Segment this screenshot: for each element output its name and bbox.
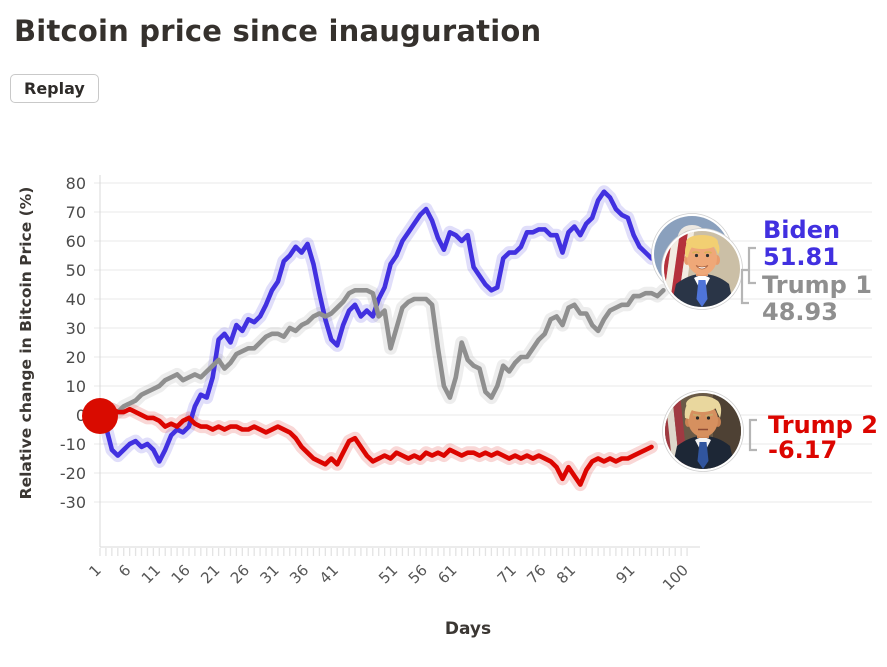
y-tick-label: 10 [66,377,86,396]
x-tick-label: 11 [138,561,164,587]
x-tick-label: 26 [227,561,253,587]
x-tick-label: 100 [659,561,692,594]
x-tick-label: 36 [286,561,312,587]
x-tick-label: 61 [434,561,460,587]
y-tick-label: 40 [66,290,86,309]
trump2-line [97,406,654,487]
trump2-legend-name: Trump 2 [768,411,878,439]
y-tick-label: 0 [76,406,86,425]
trump2-avatar [662,390,744,472]
replay-button[interactable]: Replay [10,74,99,103]
x-tick-label: 1 [85,561,104,580]
biden-legend-value: 51.81 [763,243,839,271]
biden-label-bracket [747,246,756,285]
x-tick-label: 16 [168,561,194,587]
gridlines-layer [94,182,872,503]
y-tick-label: 80 [66,174,86,193]
trump1-legend-name: Trump 1 [762,271,872,299]
start-day-marker [82,398,118,434]
line-glow-layer [93,185,676,492]
x-tick-label: 21 [197,561,223,587]
x-tick-label: 6 [115,561,134,580]
x-axis-title: Days [445,619,491,639]
y-tick-label: -10 [60,435,86,454]
y-tick-label: 20 [66,348,86,367]
y-tick-label: -30 [60,493,86,512]
biden-line [97,189,672,464]
y-tick-label: -20 [60,464,86,483]
trump1-line [97,288,666,418]
y-tick-label: 50 [66,261,86,280]
x-tick-labels: 1 6 11 16 21 26 31 36 41 51 56 61 71 76 81 91 100 [85,561,692,594]
trump1-legend-value: 48.93 [762,298,838,326]
y-tick-label: 30 [66,319,86,338]
x-tick-label: 56 [405,561,431,587]
line-layer [82,189,672,487]
trump2-legend-value: -6.17 [768,436,837,464]
page-title: Bitcoin price since inauguration [14,14,542,48]
axes-layer [99,175,700,556]
x-tick-label: 41 [316,561,342,587]
trump1-avatar [661,228,743,310]
y-tick-labels: 80 70 60 50 40 30 20 10 0 -10 -20 -30 [60,174,86,512]
y-tick-label: 60 [66,232,86,251]
x-tick-label: 91 [612,561,638,587]
x-tick-label: 81 [553,561,579,587]
trump1-label-bracket [740,268,749,305]
x-tick-label: 71 [494,561,520,587]
y-tick-label: 70 [66,203,86,222]
x-tick-label: 31 [256,561,282,587]
x-tick-label: 51 [375,561,401,587]
y-axis-title: Relative change in Bitcoin Price (%) [17,187,35,500]
trump2-label-bracket [748,418,757,452]
x-tick-label: 76 [523,561,549,587]
biden-legend-name: Biden [763,216,840,244]
